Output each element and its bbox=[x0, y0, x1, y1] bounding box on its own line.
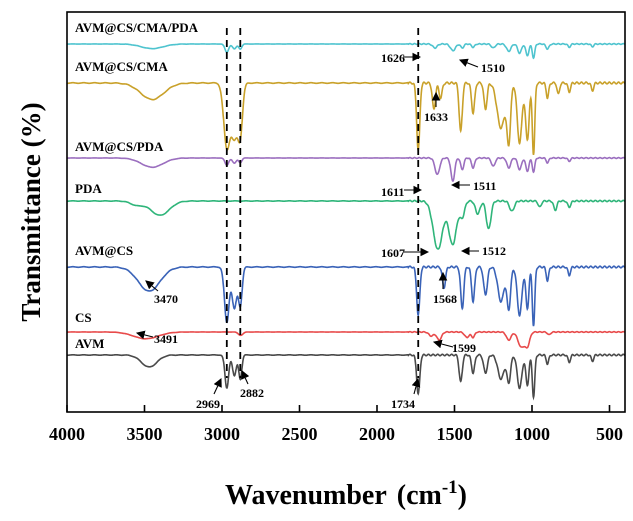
peak-annotation: 1633 bbox=[424, 110, 448, 124]
series-line-avm-cs-cma-pda bbox=[67, 42, 626, 60]
x-tick-label: 1000 bbox=[514, 424, 550, 444]
annotation-arrow bbox=[241, 370, 250, 385]
series-label: PDA bbox=[75, 181, 102, 196]
x-tick-label: 4000 bbox=[49, 424, 85, 444]
series-line-pda bbox=[67, 199, 626, 250]
series-label: AVM@CS bbox=[75, 243, 133, 258]
x-axis-unit-base: (cm bbox=[397, 480, 442, 511]
peak-annotation: 1511 bbox=[473, 179, 496, 193]
x-axis-title: Wavenumber (cm-1) bbox=[225, 477, 467, 511]
x-tick-label: 2500 bbox=[282, 424, 318, 444]
series-line-avm-cs bbox=[67, 265, 626, 327]
annotation-arrow bbox=[432, 339, 454, 349]
peak-annotation: 1734 bbox=[391, 397, 415, 411]
peak-annotation: 1626 bbox=[381, 51, 405, 65]
annotation-arrow bbox=[458, 58, 479, 68]
peak-annotation: 1568 bbox=[433, 292, 457, 306]
peak-annotation: 1512 bbox=[482, 244, 506, 258]
peak-annotation: 1611 bbox=[381, 185, 404, 199]
annotations: 1626 1510 1633 1611 1511 1607 1512 3470 1568 3491… bbox=[135, 51, 506, 411]
series-line-avm-cs-pda bbox=[67, 156, 626, 183]
peak-annotation: 1599 bbox=[452, 341, 476, 355]
annotation-arrow bbox=[411, 377, 421, 395]
plot-frame bbox=[66, 11, 626, 413]
peak-annotation: 3491 bbox=[154, 332, 178, 346]
peak-annotation: 2882 bbox=[240, 386, 264, 400]
x-tick-label: 1500 bbox=[437, 424, 473, 444]
x-axis-unit-close: ) bbox=[458, 480, 467, 511]
series-line-avm bbox=[67, 353, 626, 401]
x-ticks: 4000 3500 3000 2500 2000 1500 1000 500 bbox=[49, 405, 623, 444]
peak-annotation: 2969 bbox=[196, 397, 220, 411]
series-label: AVM@CS/CMA/PDA bbox=[75, 20, 199, 35]
series-layer bbox=[67, 42, 626, 401]
series-label: CS bbox=[75, 310, 92, 325]
y-axis-title: Transmittance (%) bbox=[16, 102, 46, 321]
reference-lines bbox=[225, 28, 420, 378]
peak-annotation: 3470 bbox=[154, 292, 178, 306]
annotation-arrow bbox=[213, 378, 222, 395]
series-labels: AVM@CS/CMA/PDA AVM@CS/CMA AVM@CS/PDA PDA AVM… bbox=[75, 20, 199, 351]
annotation-arrow bbox=[145, 280, 159, 292]
peak-annotation: 1607 bbox=[381, 246, 405, 260]
series-label: AVM bbox=[75, 336, 104, 351]
series-label: AVM@CS/CMA bbox=[75, 59, 168, 74]
annotation-arrow bbox=[135, 330, 154, 340]
series-line-cs bbox=[67, 330, 626, 349]
series-label: AVM@CS/PDA bbox=[75, 139, 164, 154]
peak-annotation: 1510 bbox=[481, 61, 505, 75]
x-tick-label: 2000 bbox=[359, 424, 395, 444]
x-axis-unit-sup: -1 bbox=[442, 477, 458, 498]
x-tick-label: 3500 bbox=[127, 424, 163, 444]
x-tick-label: 3000 bbox=[204, 424, 240, 444]
x-axis-title-main: Wavenumber bbox=[225, 480, 387, 511]
series-line-avm-cs-cma bbox=[67, 81, 626, 156]
x-tick-label: 500 bbox=[596, 424, 623, 444]
